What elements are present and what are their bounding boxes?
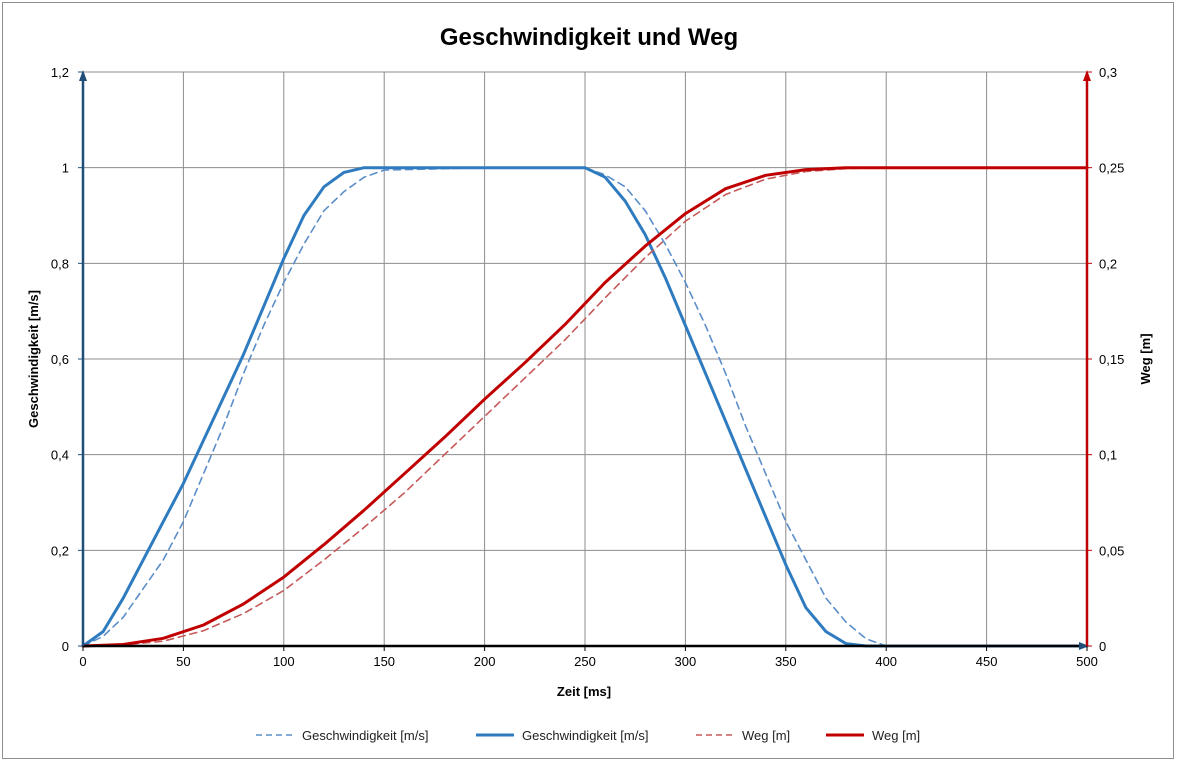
legend-item-velocity-solid: Geschwindigkeit [m/s] bbox=[476, 728, 648, 743]
chart-title: Geschwindigkeit und Weg bbox=[440, 24, 738, 51]
legend-item-velocity-dashed: Geschwindigkeit [m/s] bbox=[256, 728, 428, 743]
x-tick-label: 350 bbox=[775, 654, 797, 669]
y2-tick-label: 0 bbox=[1099, 639, 1106, 654]
y-axis-arrow-icon bbox=[79, 70, 87, 81]
legend: Geschwindigkeit [m/s] Geschwindigkeit [m… bbox=[256, 728, 920, 743]
y-tick-label: 1,2 bbox=[51, 65, 69, 80]
y2-tick-label: 0,3 bbox=[1099, 65, 1117, 80]
x-tick-label: 500 bbox=[1076, 654, 1098, 669]
y-tick-label: 0,8 bbox=[51, 256, 69, 271]
y-tick-label: 0,2 bbox=[51, 543, 69, 558]
x-tick-label: 300 bbox=[675, 654, 697, 669]
legend-label-distance-dashed: Weg [m] bbox=[742, 728, 790, 743]
x-tick-label: 250 bbox=[574, 654, 596, 669]
y2-tick-label: 0,2 bbox=[1099, 256, 1117, 271]
x-tick-label: 200 bbox=[474, 654, 496, 669]
y2-tick-label: 0,1 bbox=[1099, 448, 1117, 463]
grid-lines bbox=[82, 71, 1088, 647]
y-tick-label: 0,4 bbox=[51, 448, 69, 463]
x-tick-label: 100 bbox=[273, 654, 295, 669]
x-axis-title: Zeit [ms] bbox=[557, 684, 611, 699]
y2-tick-label: 0,05 bbox=[1099, 543, 1124, 558]
y-tick-label: 0 bbox=[62, 639, 69, 654]
series-layer bbox=[81, 166, 1089, 648]
y-tick-label: 0,6 bbox=[51, 352, 69, 367]
x-tick-label: 50 bbox=[176, 654, 190, 669]
y2-axis-arrow-icon bbox=[1083, 70, 1091, 81]
legend-item-distance-dashed: Weg [m] bbox=[696, 728, 790, 743]
y2-tick-label: 0,15 bbox=[1099, 352, 1124, 367]
distance-dashed-line bbox=[82, 166, 1088, 647]
x-tick-label: 150 bbox=[373, 654, 395, 669]
distance-solid-line bbox=[81, 166, 1089, 648]
y2-tick-label: 0,25 bbox=[1099, 161, 1124, 176]
axes bbox=[79, 70, 1091, 650]
y2-axis-title: Weg [m] bbox=[1138, 333, 1153, 384]
x-axis-arrow-icon bbox=[1079, 642, 1089, 650]
x-tick-label: 450 bbox=[976, 654, 998, 669]
legend-item-distance-solid: Weg [m] bbox=[826, 728, 920, 743]
tick-labels: 0 50 100 150 200 250 300 350 400 450 50000,20,40,6… bbox=[51, 65, 1124, 669]
x-tick-label: 400 bbox=[875, 654, 897, 669]
legend-label-distance-solid: Weg [m] bbox=[872, 728, 920, 743]
y-tick-label: 1 bbox=[62, 161, 69, 176]
legend-label-velocity-solid: Geschwindigkeit [m/s] bbox=[522, 728, 648, 743]
x-tick-label: 0 bbox=[79, 654, 86, 669]
velocity-solid-line bbox=[81, 166, 1089, 648]
y-axis-title: Geschwindigkeit [m/s] bbox=[26, 290, 41, 428]
legend-label-velocity-dashed: Geschwindigkeit [m/s] bbox=[302, 728, 428, 743]
